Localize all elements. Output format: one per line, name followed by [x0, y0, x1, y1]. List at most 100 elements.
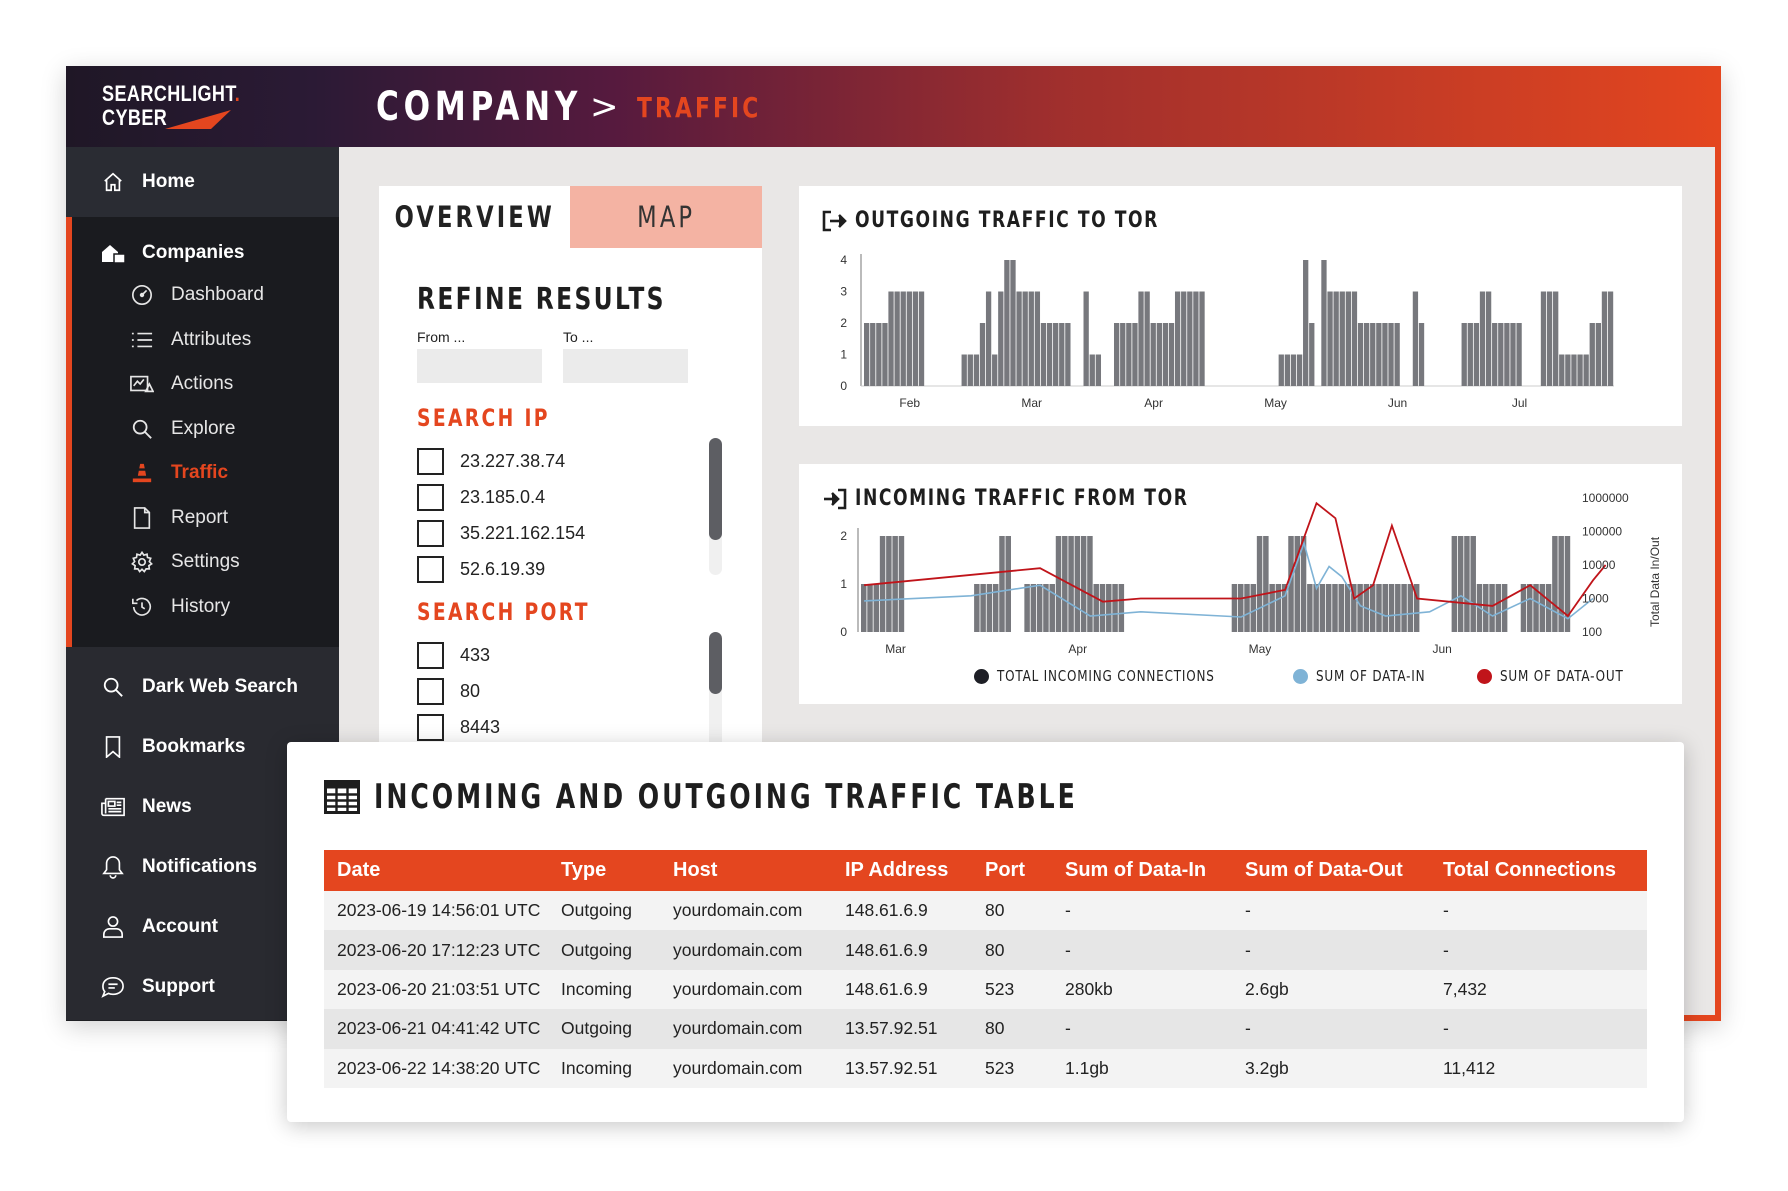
ip-list-scrollbar[interactable]	[709, 438, 722, 575]
incoming-bar	[1407, 584, 1414, 632]
brand-logo[interactable]: SEARCHLIGHT. CYBER	[102, 82, 240, 130]
outgoing-bar	[1595, 323, 1602, 386]
ip-checkbox[interactable]	[417, 484, 444, 511]
sidebar-item-bookmarks[interactable]: Bookmarks	[66, 717, 339, 777]
port-list-scrollbar[interactable]	[709, 632, 722, 756]
incoming-bar	[1495, 584, 1502, 632]
incoming-bar	[1382, 584, 1388, 632]
sidebar-item-support[interactable]: Support	[66, 957, 339, 1017]
x-tick-label: Apr	[1144, 396, 1163, 410]
sidebar-item-attributes[interactable]: Attributes	[72, 318, 339, 363]
sidebar-item-actions[interactable]: Actions	[72, 362, 339, 407]
ip-option[interactable]: 23.227.38.74	[417, 448, 565, 475]
incoming-bar	[1539, 584, 1546, 632]
port-option[interactable]: 8443	[417, 714, 500, 741]
companies-group: Companies Dashboard Attributes Actions E…	[66, 217, 339, 647]
column-header[interactable]: Sum of Data-In	[1052, 850, 1232, 891]
incoming-bar	[1313, 584, 1319, 632]
table-cell: Outgoing	[548, 930, 660, 970]
ip-option[interactable]: 52.6.19.39	[417, 556, 545, 583]
outgoing-bar	[1193, 291, 1199, 386]
column-header[interactable]: Total Connections	[1430, 850, 1647, 891]
port-checkbox[interactable]	[417, 714, 444, 741]
incoming-bar	[1256, 536, 1263, 632]
table-row[interactable]: 2023-06-20 21:03:51 UTC Incoming yourdomai…	[324, 969, 1647, 1010]
sidebar-item-label: Home	[142, 171, 195, 192]
table-row[interactable]: 2023-06-20 17:12:23 UTC Outgoing yourdomai…	[324, 930, 1647, 970]
ip-checkbox[interactable]	[417, 556, 444, 583]
ip-checkbox[interactable]	[417, 520, 444, 547]
y-tick-label: 2	[840, 529, 847, 543]
incoming-bar	[1263, 536, 1269, 632]
search-icon	[100, 674, 126, 700]
incoming-bar	[1351, 584, 1357, 632]
breadcrumb-section[interactable]: COMPANY	[376, 84, 583, 130]
incoming-bar	[1080, 536, 1087, 632]
column-header[interactable]: Port	[972, 850, 1052, 891]
table-cell: -	[1232, 1009, 1430, 1049]
outgoing-bar	[876, 323, 882, 386]
ip-checkbox[interactable]	[417, 448, 444, 475]
incoming-bar	[1055, 536, 1062, 632]
sidebar-item-notifications[interactable]: Notifications	[66, 837, 339, 897]
incoming-bar	[1118, 584, 1125, 632]
incoming-bar	[1106, 584, 1112, 632]
y-tick-label: 2	[840, 316, 847, 330]
sidebar-item-explore[interactable]: Explore	[72, 407, 339, 452]
sidebar-item-traffic[interactable]: Traffic	[72, 451, 339, 496]
sidebar-item-dashboard[interactable]: Dashboard	[72, 273, 339, 318]
port-option[interactable]: 80	[417, 678, 480, 705]
sidebar-item-label: Dark Web Search	[142, 676, 298, 697]
outgoing-bar	[1150, 323, 1156, 386]
port-option[interactable]: 433	[417, 642, 490, 669]
sidebar-item-home[interactable]: Home	[66, 147, 339, 217]
table-cell: 2023-06-20 17:12:23 UTC	[324, 930, 548, 970]
outgoing-bar	[1296, 354, 1303, 386]
column-header[interactable]: IP Address	[832, 850, 972, 891]
outgoing-bar	[1168, 323, 1175, 386]
tab-overview[interactable]: OVERVIEW	[394, 200, 555, 234]
to-date-input[interactable]	[563, 349, 688, 383]
from-date-input[interactable]	[417, 349, 542, 383]
incoming-bar	[1376, 584, 1382, 632]
sidebar-item-news[interactable]: News	[66, 777, 339, 837]
port-checkbox[interactable]	[417, 642, 444, 669]
column-header[interactable]: Type	[548, 850, 660, 891]
outgoing-bar	[1571, 354, 1577, 386]
table-cell: Incoming	[548, 1048, 660, 1088]
incoming-bar	[1395, 584, 1401, 632]
column-header[interactable]: Host	[660, 850, 832, 891]
document-icon	[129, 506, 155, 530]
table-cell: 1.1gb	[1052, 1048, 1232, 1088]
sidebar-item-history[interactable]: History	[72, 585, 339, 630]
table-cell: -	[1052, 930, 1232, 970]
ip-list-scroll-thumb[interactable]	[709, 438, 722, 540]
outgoing-bar	[1504, 323, 1510, 386]
outgoing-bar	[1089, 354, 1095, 386]
table-row[interactable]: 2023-06-22 14:38:20 UTC Incoming yourdomai…	[324, 1048, 1647, 1088]
port-checkbox[interactable]	[417, 678, 444, 705]
sidebar-item-label: News	[142, 796, 192, 817]
table-row[interactable]: 2023-06-21 04:41:42 UTC Outgoing yourdomai…	[324, 1009, 1647, 1049]
outgoing-bar	[1565, 354, 1571, 386]
actions-icon	[129, 372, 155, 396]
ip-option[interactable]: 23.185.0.4	[417, 484, 545, 511]
sidebar-item-companies[interactable]: Companies	[72, 233, 339, 273]
table-cell: 80	[972, 930, 1052, 970]
column-header[interactable]: Sum of Data-Out	[1232, 850, 1430, 891]
ip-option[interactable]: 35.221.162.154	[417, 520, 585, 547]
outgoing-chart-title: OUTGOING TRAFFIC TO TOR	[821, 208, 1245, 233]
y-tick-label: 0	[840, 625, 847, 639]
sidebar-item-dark-web-search[interactable]: Dark Web Search	[66, 657, 339, 717]
sidebar-item-account[interactable]: Account	[66, 897, 339, 957]
outgoing-bar	[894, 291, 900, 386]
table-cell: -	[1430, 1009, 1647, 1049]
sidebar-item-settings[interactable]: Settings	[72, 540, 339, 585]
sidebar-item-report[interactable]: Report	[72, 496, 339, 541]
port-list-scroll-thumb[interactable]	[709, 632, 722, 694]
tab-map[interactable]: MAP	[570, 186, 762, 248]
column-header[interactable]: Date	[324, 850, 548, 891]
table-row[interactable]: 2023-06-19 14:56:01 UTC Outgoing yourdomai…	[324, 891, 1647, 931]
sidebar-item-label: Traffic	[171, 462, 229, 484]
y-tick-label: 1	[840, 348, 847, 362]
